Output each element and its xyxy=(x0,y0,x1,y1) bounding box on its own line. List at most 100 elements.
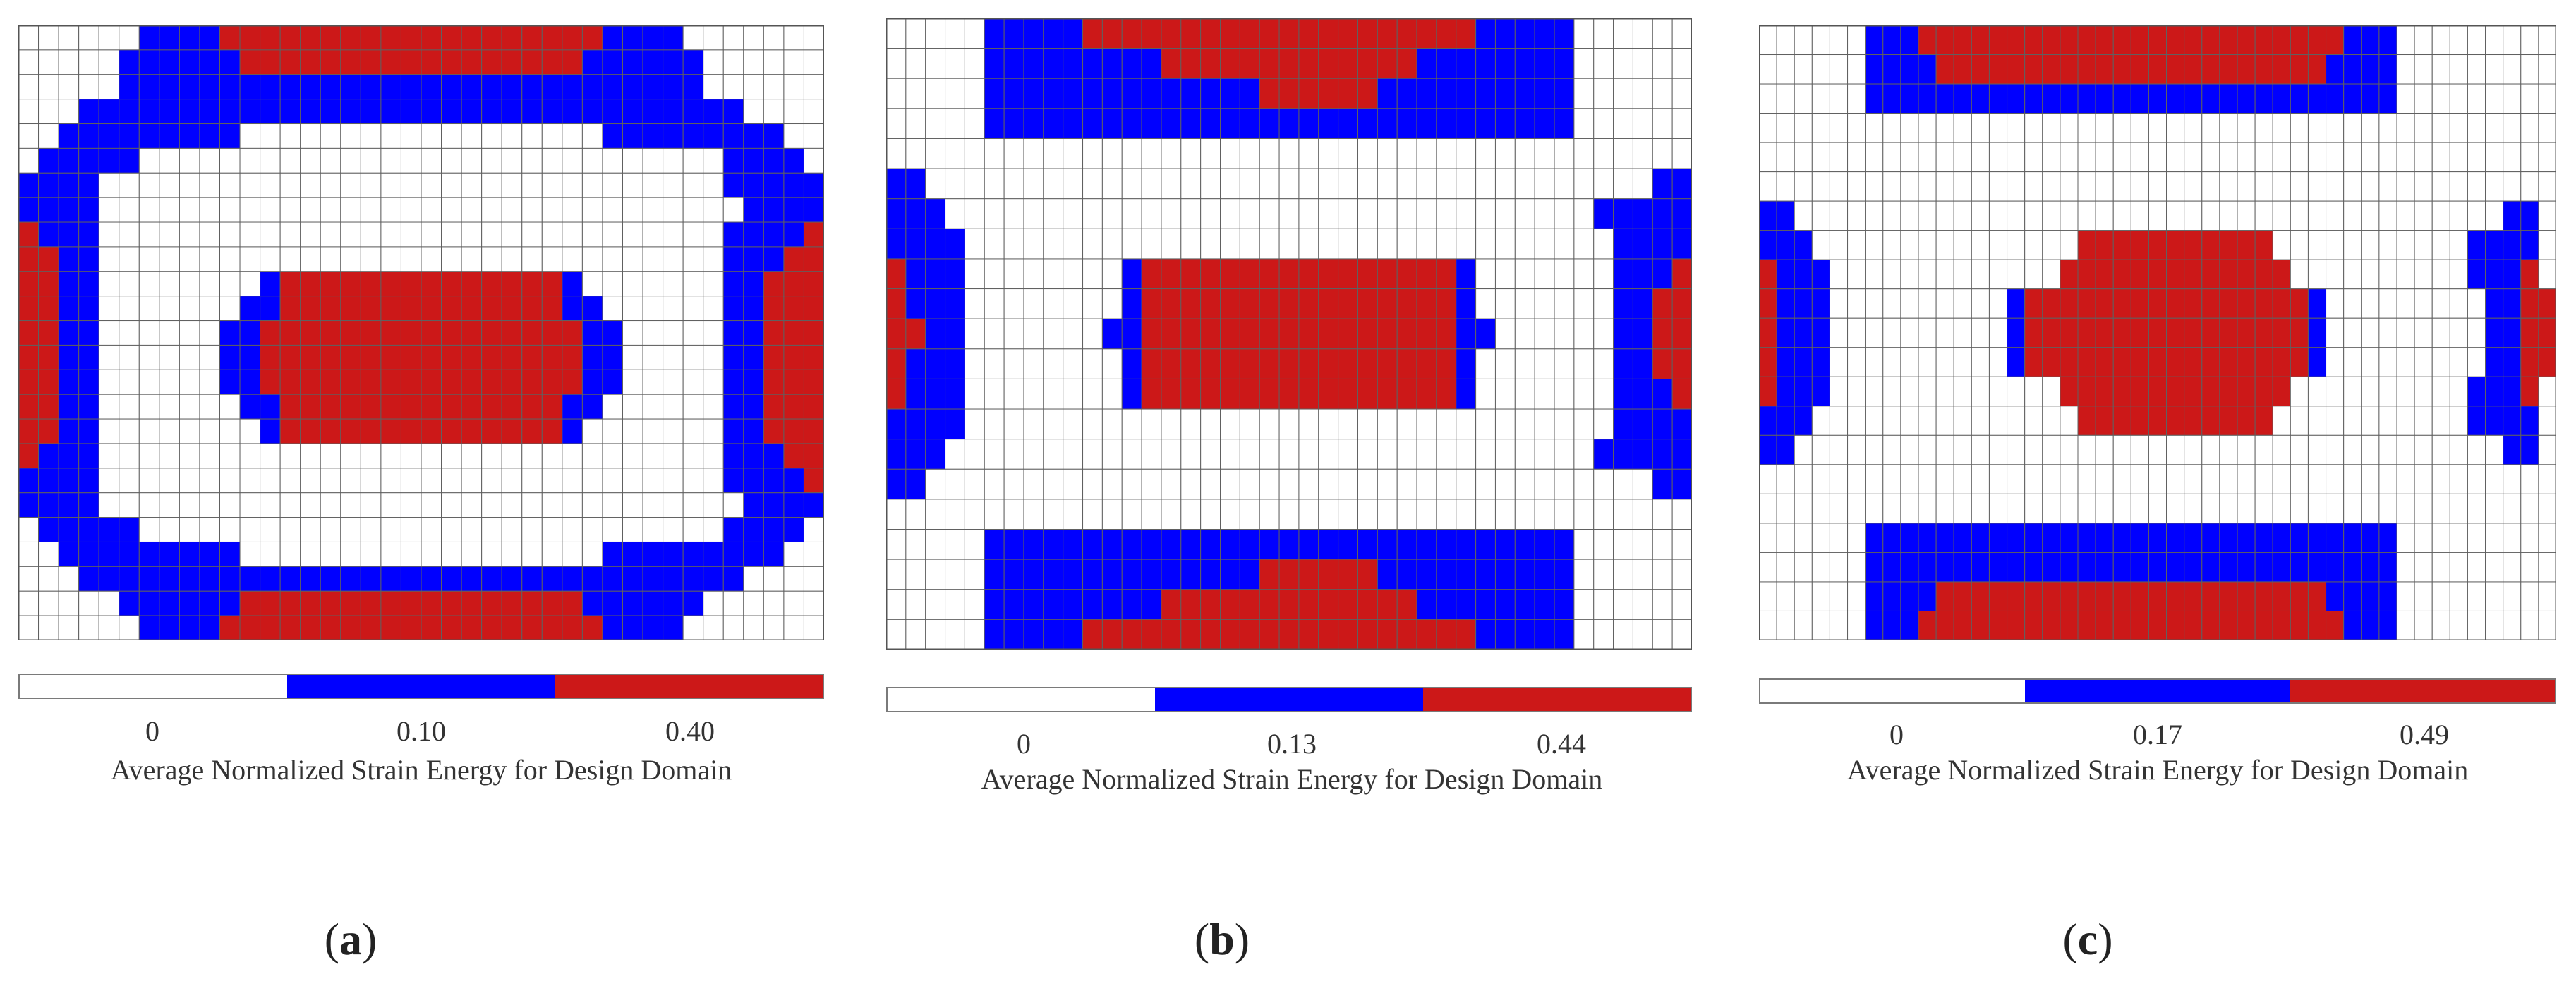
grid-cell xyxy=(682,517,704,542)
grid-cell xyxy=(2361,288,2380,319)
grid-cell xyxy=(1436,589,1457,620)
grid-cell xyxy=(1613,318,1633,350)
grid-cell xyxy=(682,246,704,272)
grid-cell xyxy=(783,123,804,149)
grid-cell xyxy=(1573,619,1595,650)
grid-cell xyxy=(1239,529,1260,560)
grid-cell xyxy=(2520,200,2539,231)
grid-cell xyxy=(2237,230,2256,260)
grid-cell xyxy=(743,492,764,518)
grid-cell xyxy=(703,172,724,198)
grid-cell xyxy=(1278,408,1300,440)
grid-cell xyxy=(743,418,764,444)
grid-cell xyxy=(1573,378,1595,410)
grid-cell xyxy=(521,221,543,248)
grid-cell xyxy=(58,197,80,223)
grid-cell xyxy=(199,615,221,640)
grid-cell xyxy=(2184,54,2203,85)
grid-cell xyxy=(602,99,624,125)
grid-cell xyxy=(1534,378,1555,410)
grid-cell xyxy=(119,25,140,51)
grid-cell xyxy=(1829,464,1849,494)
grid-cell xyxy=(1573,168,1595,200)
grid-cell xyxy=(1220,108,1240,139)
grid-cell xyxy=(2184,464,2203,494)
grid-cell xyxy=(2024,464,2043,494)
grid-cell xyxy=(1338,378,1358,410)
grid-cell xyxy=(783,320,804,346)
grid-cell xyxy=(1514,78,1535,109)
grid-cell xyxy=(2148,83,2167,114)
grid-cell xyxy=(2343,406,2362,436)
grid-cell xyxy=(179,25,200,51)
grid-cell xyxy=(1475,408,1496,440)
grid-cell xyxy=(1436,48,1457,79)
grid-cell xyxy=(260,296,281,322)
grid-cell xyxy=(2148,406,2167,436)
grid-cell xyxy=(2237,25,2256,56)
grid-cell xyxy=(1935,464,1954,494)
grid-cell xyxy=(1776,142,1795,173)
grid-cell xyxy=(1357,108,1378,139)
grid-cell xyxy=(1514,48,1535,79)
grid-cell xyxy=(2112,288,2131,319)
grid-cell xyxy=(2503,464,2522,494)
grid-cell xyxy=(622,271,643,297)
grid-cell xyxy=(1918,113,1937,143)
grid-cell xyxy=(1794,434,1813,465)
grid-cell xyxy=(179,517,200,542)
grid-cell xyxy=(2467,142,2486,173)
grid-cell xyxy=(2449,259,2468,290)
grid-cell xyxy=(78,25,99,51)
grid-cell xyxy=(722,147,744,174)
grid-cell xyxy=(803,394,824,420)
grid-cell xyxy=(2060,259,2079,290)
grid-cell xyxy=(2130,200,2149,231)
grid-cell xyxy=(1180,18,1202,49)
grid-cell xyxy=(803,99,824,125)
grid-cell xyxy=(1200,318,1221,350)
grid-cell xyxy=(1475,48,1496,79)
grid-cell xyxy=(1318,198,1339,229)
grid-cell xyxy=(1161,439,1182,470)
grid-cell xyxy=(642,443,664,469)
grid-cell xyxy=(1593,529,1614,560)
grid-cell xyxy=(682,320,704,346)
grid-cell xyxy=(18,615,40,640)
grid-cell xyxy=(1082,348,1103,379)
grid-cell xyxy=(421,172,442,198)
grid-cell xyxy=(1180,348,1202,379)
grid-cell xyxy=(1043,619,1064,650)
grid-cell xyxy=(98,369,120,395)
grid-cell xyxy=(38,468,59,494)
grid-cell xyxy=(1918,83,1937,114)
grid-cell xyxy=(1082,318,1103,350)
grid-cell xyxy=(925,258,946,290)
grid-cell xyxy=(1318,18,1339,49)
grid-cell xyxy=(2024,113,2043,143)
grid-cell xyxy=(1456,198,1477,229)
grid-cell xyxy=(98,74,120,100)
grid-cell xyxy=(2148,200,2167,231)
grid-cell xyxy=(1811,581,1830,611)
grid-cell xyxy=(58,394,80,420)
grid-cell xyxy=(1759,523,1777,553)
grid-cell xyxy=(441,197,462,223)
grid-cell xyxy=(1318,439,1339,470)
grid-cell xyxy=(2042,83,2061,114)
grid-cell xyxy=(2378,200,2397,231)
grid-cell xyxy=(1278,48,1300,79)
grid-cell xyxy=(1396,258,1417,290)
grid-cell xyxy=(743,172,764,198)
grid-cell xyxy=(763,271,785,297)
grid-cell xyxy=(421,49,442,75)
grid-cell xyxy=(1759,113,1777,143)
grid-cell xyxy=(78,49,99,75)
grid-cell xyxy=(400,246,422,272)
grid-cell xyxy=(1882,523,1901,553)
grid-cell xyxy=(1935,259,1954,290)
grid-cell xyxy=(340,147,361,174)
grid-cell xyxy=(2148,317,2167,348)
grid-cell xyxy=(722,74,744,100)
grid-cell xyxy=(1847,259,1866,290)
